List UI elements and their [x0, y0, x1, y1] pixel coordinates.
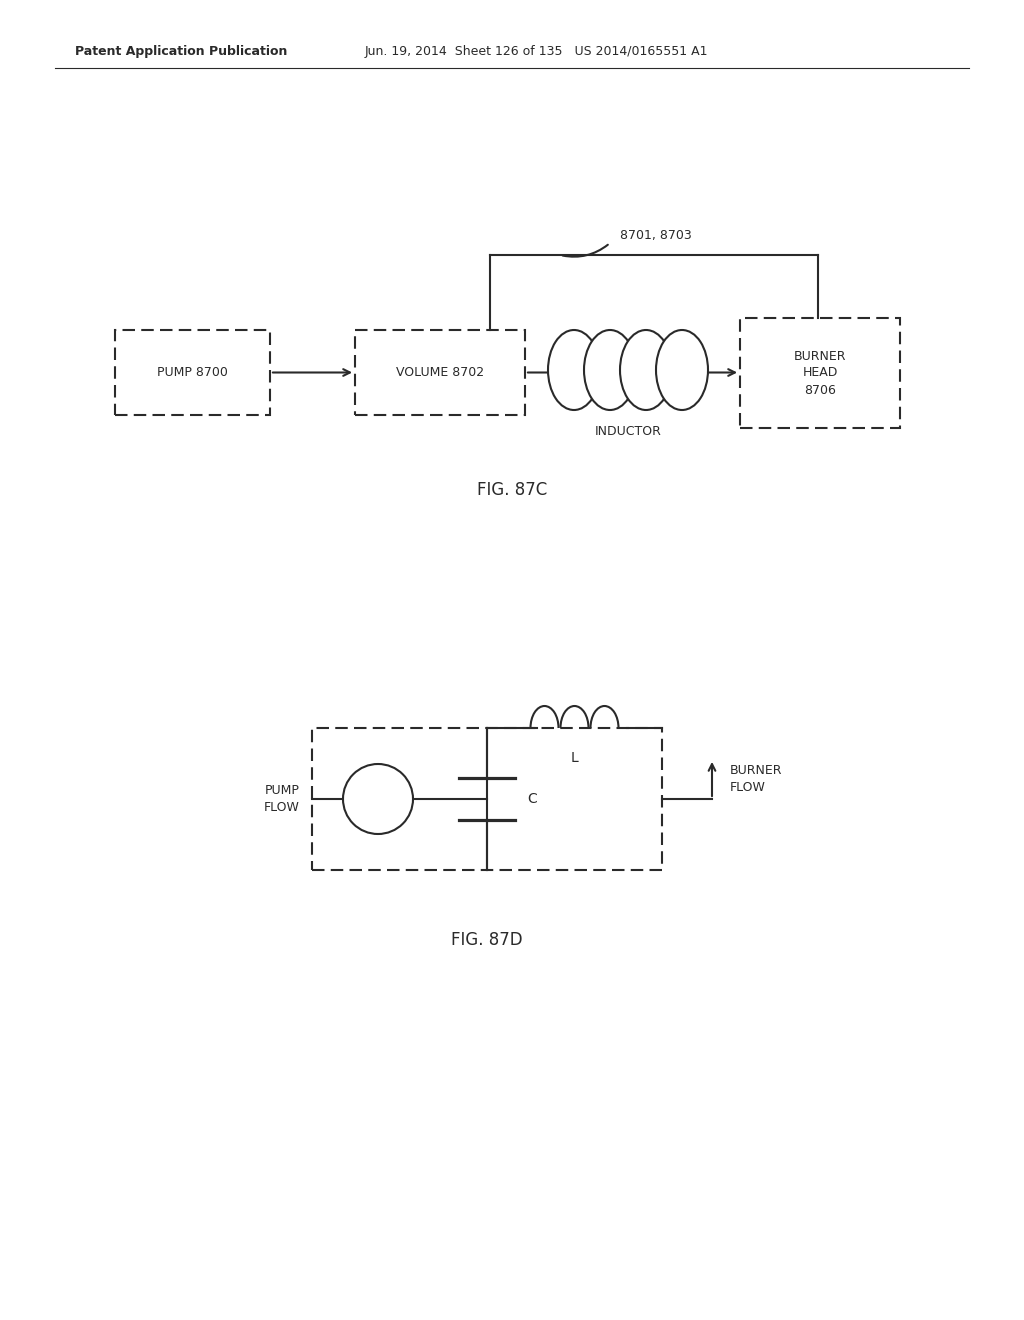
Text: PUMP
FLOW: PUMP FLOW: [264, 784, 300, 814]
Text: Jun. 19, 2014  Sheet 126 of 135   US 2014/0165551 A1: Jun. 19, 2014 Sheet 126 of 135 US 2014/0…: [365, 45, 709, 58]
Ellipse shape: [584, 330, 636, 411]
Text: INDUCTOR: INDUCTOR: [595, 425, 662, 438]
Text: PUMP 8700: PUMP 8700: [157, 366, 228, 379]
Text: 8701, 8703: 8701, 8703: [620, 228, 692, 242]
Text: Patent Application Publication: Patent Application Publication: [75, 45, 288, 58]
Text: BURNER
HEAD
8706: BURNER HEAD 8706: [794, 350, 846, 396]
Ellipse shape: [548, 330, 600, 411]
Bar: [312, 729, 662, 870]
Circle shape: [343, 764, 413, 834]
Bar: [355, 330, 525, 414]
Ellipse shape: [656, 330, 708, 411]
Text: FIG. 87C: FIG. 87C: [477, 480, 547, 499]
Bar: [115, 330, 270, 414]
Text: L: L: [570, 751, 579, 766]
Text: BURNER
FLOW: BURNER FLOW: [730, 764, 782, 795]
Ellipse shape: [620, 330, 672, 411]
Bar: [740, 318, 900, 428]
Text: FIG. 87D: FIG. 87D: [452, 931, 523, 949]
Text: C: C: [527, 792, 537, 807]
Text: VOLUME 8702: VOLUME 8702: [396, 366, 484, 379]
